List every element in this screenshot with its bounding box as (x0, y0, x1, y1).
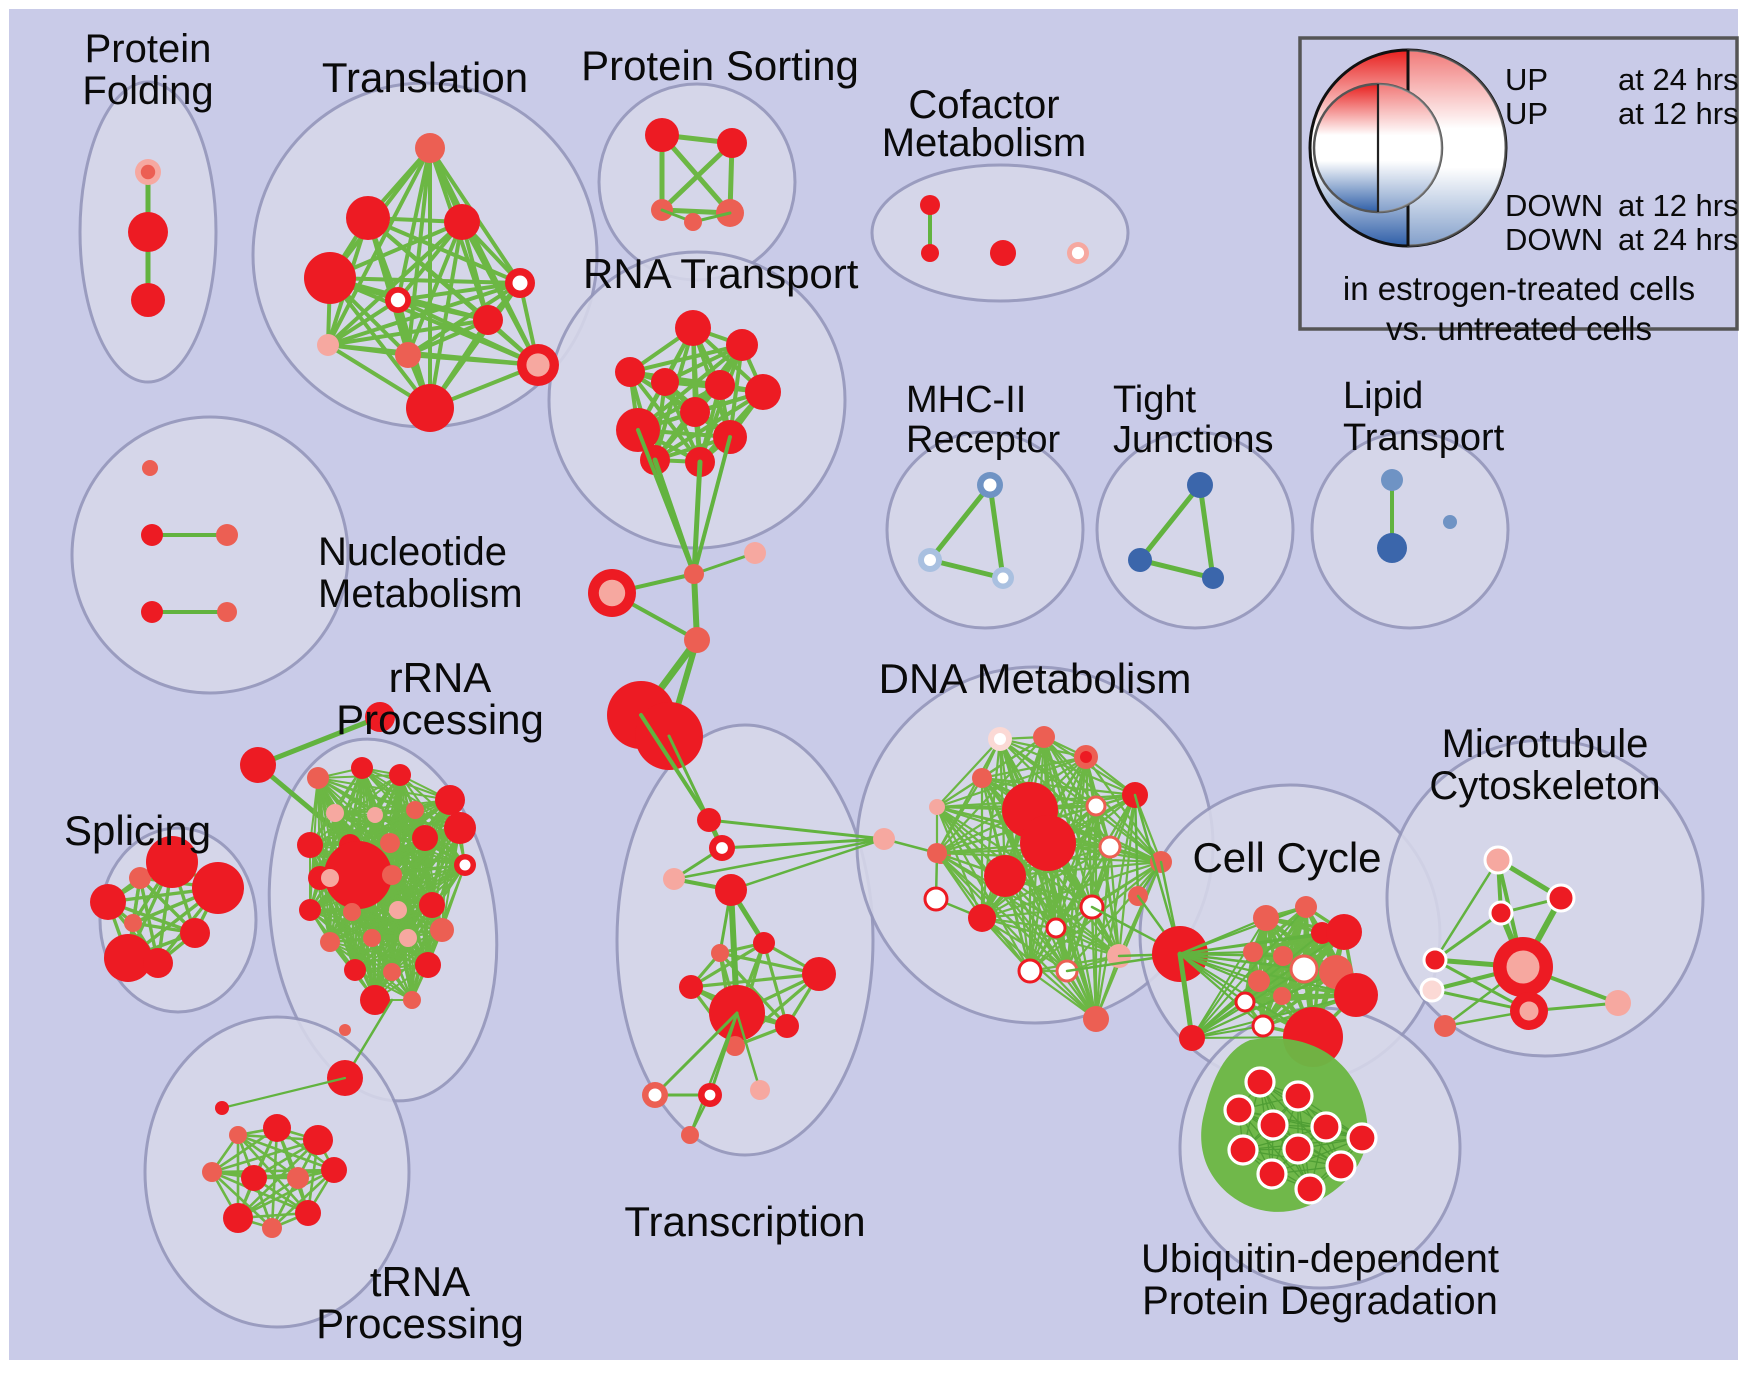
svg-text:DNA Metabolism: DNA Metabolism (879, 655, 1192, 702)
svg-text:DOWN: DOWN (1505, 188, 1603, 223)
svg-text:Junctions: Junctions (1113, 419, 1274, 461)
svg-text:Processing: Processing (316, 1300, 524, 1347)
svg-text:at 12 hrs: at 12 hrs (1618, 188, 1739, 223)
svg-text:Protein Degradation: Protein Degradation (1142, 1279, 1498, 1323)
svg-text:Metabolism: Metabolism (882, 121, 1087, 165)
svg-text:MHC-II: MHC-II (906, 379, 1026, 421)
svg-text:Tight: Tight (1113, 379, 1197, 421)
svg-text:Receptor: Receptor (906, 419, 1061, 461)
svg-text:DOWN: DOWN (1505, 222, 1603, 257)
svg-text:Lipid: Lipid (1343, 375, 1423, 417)
svg-text:Protein: Protein (85, 27, 212, 71)
svg-text:Nucleotide: Nucleotide (318, 530, 507, 574)
svg-text:tRNA: tRNA (370, 1258, 470, 1305)
svg-text:Microtubule: Microtubule (1442, 722, 1649, 766)
svg-text:at 12 hrs: at 12 hrs (1618, 96, 1739, 131)
svg-text:Cytoskeleton: Cytoskeleton (1429, 764, 1660, 808)
svg-text:rRNA: rRNA (389, 654, 492, 701)
svg-text:UP: UP (1505, 62, 1548, 97)
svg-text:Ubiquitin-dependent: Ubiquitin-dependent (1141, 1237, 1499, 1281)
svg-text:UP: UP (1505, 96, 1548, 131)
svg-text:at 24 hrs: at 24 hrs (1618, 62, 1739, 97)
svg-text:Protein Sorting: Protein Sorting (581, 42, 859, 89)
svg-text:Folding: Folding (82, 69, 213, 113)
svg-text:Translation: Translation (322, 54, 528, 101)
svg-text:vs. untreated cells: vs. untreated cells (1386, 310, 1652, 347)
svg-text:Transcription: Transcription (624, 1198, 865, 1245)
svg-text:RNA Transport: RNA Transport (583, 250, 859, 297)
svg-text:Cell Cycle: Cell Cycle (1192, 834, 1381, 881)
svg-text:at 24 hrs: at 24 hrs (1618, 222, 1739, 257)
svg-text:in estrogen-treated cells: in estrogen-treated cells (1343, 270, 1695, 307)
svg-text:Splicing: Splicing (64, 807, 211, 854)
svg-text:Metabolism: Metabolism (318, 572, 523, 616)
svg-text:Processing: Processing (336, 696, 544, 743)
svg-text:Transport: Transport (1343, 417, 1505, 459)
